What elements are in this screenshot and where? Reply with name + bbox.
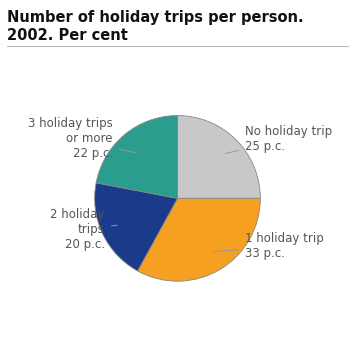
Text: 1 holiday trip
33 p.c.: 1 holiday trip 33 p.c. [213,232,324,260]
Text: Number of holiday trips per person. 2002. Per cent: Number of holiday trips per person. 2002… [7,10,304,43]
Wedge shape [138,198,260,281]
Wedge shape [178,116,260,198]
Text: 2 holiday
trips
20 p.c.: 2 holiday trips 20 p.c. [50,208,117,251]
Text: 3 holiday trips
or more
22 p.c.: 3 holiday trips or more 22 p.c. [28,117,136,160]
Wedge shape [96,116,178,198]
Wedge shape [95,183,178,271]
Text: No holiday trip
25 p.c.: No holiday trip 25 p.c. [225,125,333,153]
